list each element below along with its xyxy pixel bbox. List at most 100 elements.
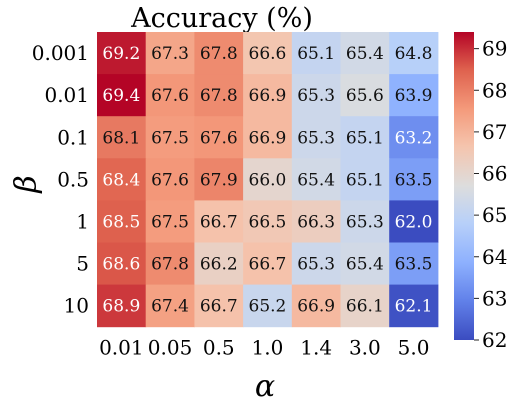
heatmap-cell <box>243 158 293 201</box>
colorbar-ticks: 62 63 64 65 66 67 68 69 <box>474 37 507 352</box>
x-tick-label: 0.5 <box>203 336 235 360</box>
cell-value-label: 62.1 <box>395 297 433 317</box>
heatmap-cell <box>340 32 390 75</box>
x-tick-label: 5.0 <box>398 336 430 360</box>
cell-value-label: 65.6 <box>346 86 384 106</box>
heatmap-cell <box>243 32 293 75</box>
heatmap-cell <box>145 242 195 286</box>
cell-value-label: 69.2 <box>102 44 140 64</box>
heatmap-cell <box>145 284 195 328</box>
cell-value-label: 66.9 <box>297 297 335 317</box>
cell-value-label: 66.0 <box>249 170 287 190</box>
cell-value-label: 67.6 <box>200 128 238 148</box>
cell-value-label: 69.4 <box>102 86 140 106</box>
cell-value-label: 67.3 <box>151 44 189 64</box>
colorbar-tick-label: 67 <box>482 120 507 144</box>
heatmap-cell <box>389 242 439 286</box>
x-tick-labels: 0.01 0.05 0.5 1.0 1.4 3.0 5.0 <box>99 336 429 360</box>
cell-value-label: 62.0 <box>395 212 433 232</box>
y-tick-label: 0.5 <box>57 167 89 191</box>
heatmap-cell <box>194 242 244 286</box>
cell-value-label: 67.6 <box>151 170 189 190</box>
colorbar <box>454 32 474 340</box>
heatmap-cells: 69.2 67.3 67.8 66.6 65.1 65.4 64.8 69.4 67.6 67.8… <box>97 32 439 328</box>
cell-value-label: 63.5 <box>395 255 433 275</box>
heatmap-cell <box>97 32 147 75</box>
cell-value-label: 67.5 <box>151 128 189 148</box>
cell-value-label: 65.1 <box>297 44 335 64</box>
heatmap-cell <box>340 74 390 117</box>
colorbar-tick-label: 63 <box>482 286 507 310</box>
heatmap-cell <box>340 284 390 328</box>
x-tick-label: 3.0 <box>349 336 381 360</box>
heatmap-cell <box>243 74 293 117</box>
heatmap-cell <box>194 74 244 117</box>
cell-value-label: 63.2 <box>395 128 433 148</box>
heatmap-cell <box>97 284 147 328</box>
x-tick-label: 0.01 <box>99 336 144 360</box>
y-tick-label: 1 <box>76 209 89 233</box>
heatmap-cell <box>291 242 341 286</box>
heatmap-cell <box>291 74 341 117</box>
cell-value-label: 65.4 <box>297 170 335 190</box>
cell-value-label: 66.7 <box>200 297 238 317</box>
cell-value-label: 65.3 <box>297 255 335 275</box>
heatmap-cell <box>97 242 147 286</box>
cell-value-label: 68.9 <box>102 297 140 317</box>
cell-value-label: 67.8 <box>200 44 238 64</box>
cell-value-label: 68.1 <box>102 128 140 148</box>
heatmap-cell <box>194 116 244 159</box>
heatmap-cell <box>389 200 439 243</box>
x-tick-label: 0.05 <box>148 336 193 360</box>
heatmap-cell <box>194 284 244 328</box>
cell-value-label: 66.7 <box>249 255 287 275</box>
cell-value-label: 66.1 <box>346 297 384 317</box>
heatmap-cell <box>243 242 293 286</box>
x-tick-label: 1.0 <box>252 336 284 360</box>
heatmap-cell <box>291 158 341 201</box>
cell-value-label: 66.6 <box>249 44 287 64</box>
heatmap-cell <box>194 200 244 243</box>
colorbar-tick-label: 62 <box>482 328 507 352</box>
cell-value-label: 65.2 <box>249 297 287 317</box>
heatmap-cell <box>291 32 341 75</box>
cell-value-label: 67.4 <box>151 297 189 317</box>
heatmap-cell <box>97 200 147 243</box>
heatmap-cell <box>389 32 439 75</box>
x-axis-label: α <box>255 369 275 404</box>
heatmap-cell <box>340 116 390 159</box>
chart-title: Accuracy (%) <box>130 3 313 34</box>
colorbar-tick-label: 64 <box>482 245 507 269</box>
cell-value-label: 68.6 <box>102 255 140 275</box>
cell-value-label: 66.3 <box>297 212 335 232</box>
heatmap-cell <box>340 242 390 286</box>
y-tick-label: 0.01 <box>44 83 89 107</box>
heatmap-cell <box>389 158 439 201</box>
heatmap-cell <box>243 116 293 159</box>
colorbar-tick-label: 69 <box>482 37 507 61</box>
colorbar-tick-label: 68 <box>482 78 507 102</box>
colorbar-tick-label: 65 <box>482 203 507 227</box>
cell-value-label: 65.3 <box>346 212 384 232</box>
heatmap-cell <box>145 116 195 159</box>
cell-value-label: 63.9 <box>395 86 433 106</box>
cell-value-label: 68.5 <box>102 212 140 232</box>
y-tick-labels: 0.001 0.01 0.1 0.5 1 5 10 <box>32 41 89 318</box>
heatmap-cell <box>243 200 293 243</box>
heatmap-cell <box>145 158 195 201</box>
heatmap-cell <box>291 116 341 159</box>
heatmap-cell <box>389 284 439 328</box>
cell-value-label: 66.7 <box>200 212 238 232</box>
heatmap-cell <box>194 32 244 75</box>
cell-value-label: 67.5 <box>151 212 189 232</box>
heatmap-cell <box>291 284 341 328</box>
y-tick-label: 0.1 <box>57 125 89 149</box>
heatmap-cell <box>97 74 147 117</box>
x-tick-label: 1.4 <box>300 336 332 360</box>
heatmap-cell <box>340 158 390 201</box>
cell-value-label: 65.3 <box>297 128 335 148</box>
cell-value-label: 67.8 <box>200 86 238 106</box>
cell-value-label: 64.8 <box>395 44 433 64</box>
y-tick-label: 10 <box>64 294 89 318</box>
